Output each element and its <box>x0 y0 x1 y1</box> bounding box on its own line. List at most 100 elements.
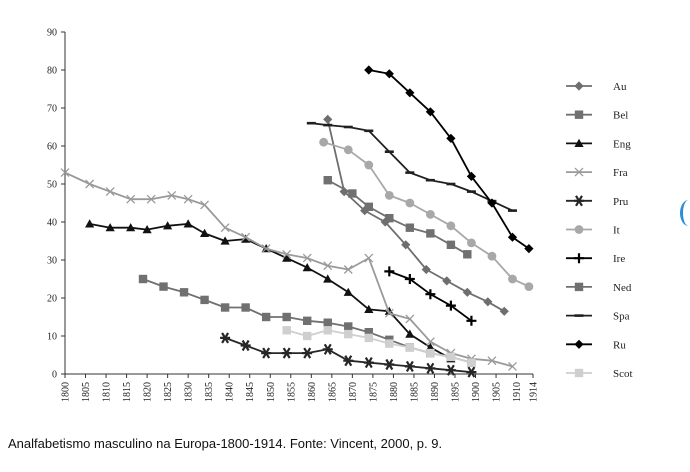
data-point-ire <box>404 274 415 284</box>
legend-marker-au <box>574 81 584 91</box>
legend-label-fra: Fra <box>613 167 628 179</box>
data-point-it <box>467 238 476 248</box>
x-tick-label: 1835 <box>204 382 215 402</box>
data-point-fra <box>167 190 177 200</box>
data-point-bel <box>405 223 415 232</box>
data-point-eng <box>142 225 152 234</box>
line-chart: 0 10 20 30 40 50 60 70 80 90 1800 1805 1810 1815 1820 1… <box>47 27 633 402</box>
data-point-ned <box>303 316 312 325</box>
data-point-fra <box>220 223 230 233</box>
data-point-fra <box>508 361 517 371</box>
data-point-pru <box>425 362 436 374</box>
y-tick-label: 10 <box>47 332 57 343</box>
data-point-fra <box>200 200 210 210</box>
legend-label-bel: Bel <box>613 110 628 122</box>
legend-marker-spa <box>574 314 584 317</box>
series-ire <box>384 266 477 326</box>
data-point-fra <box>105 187 115 197</box>
data-point-it <box>343 145 353 155</box>
data-point-scot <box>303 331 312 341</box>
x-tick-label: 1890 <box>430 382 441 402</box>
data-point-bel <box>426 229 435 238</box>
data-point-bel <box>385 214 394 223</box>
x-tick-label: 1810 <box>102 382 113 402</box>
data-point-ned <box>179 288 189 297</box>
legend-marker-ire <box>574 253 584 264</box>
data-point-ire <box>384 266 395 277</box>
data-point-pru <box>302 347 313 359</box>
x-tick-label: 1885 <box>409 382 420 402</box>
x-tick-label: 1825 <box>163 382 174 402</box>
x-tick-label: 1845 <box>245 382 256 402</box>
data-point-it <box>446 221 456 231</box>
x-tick-label: 1850 <box>266 382 277 402</box>
series-scot <box>282 326 476 367</box>
data-point-ire <box>466 315 477 326</box>
legend-item-scot: Scot <box>566 368 633 380</box>
data-point-spa <box>507 209 517 212</box>
y-tick-label: 60 <box>47 142 57 153</box>
data-point-fra <box>126 194 136 204</box>
data-point-bel <box>323 176 332 185</box>
data-point-spa <box>323 123 333 127</box>
legend-label-spa: Spa <box>613 311 630 323</box>
legend-label-pru: Pru <box>613 196 629 208</box>
data-point-pru <box>281 347 292 359</box>
x-tick-label: 1815 <box>122 382 133 402</box>
data-point-bel <box>463 250 472 259</box>
data-point-it <box>384 191 394 200</box>
data-point-eng <box>343 287 353 296</box>
legend-label-ru: Ru <box>613 339 626 351</box>
data-point-scot <box>364 333 373 343</box>
data-point-fra <box>60 168 70 178</box>
data-point-ire <box>425 289 436 300</box>
y-tick-label: 30 <box>47 256 57 267</box>
data-point-eng <box>302 263 312 272</box>
data-point-fra <box>146 194 156 204</box>
data-point-au <box>421 264 431 275</box>
legend-item-fra: Fra <box>566 167 628 179</box>
legend-marker-bel <box>574 110 584 119</box>
y-tick-label: 70 <box>47 104 57 115</box>
data-point-spa <box>446 182 456 186</box>
y-tick-label: 80 <box>47 66 57 77</box>
data-point-fra <box>85 179 95 189</box>
legend-marker-eng <box>574 138 584 147</box>
x-tick-label: 1895 <box>451 382 462 402</box>
legend-marker-scot <box>574 368 584 378</box>
data-point-ned <box>159 282 168 291</box>
data-point-fra <box>343 265 353 274</box>
data-point-eng <box>364 304 374 313</box>
data-point-eng <box>220 236 230 245</box>
legend-item-it: It <box>566 225 620 237</box>
data-point-pru <box>240 339 251 352</box>
legend-item-ru: Ru <box>566 339 626 351</box>
data-point-eng <box>183 219 193 228</box>
data-point-spa <box>306 121 316 125</box>
legend-label-ned: Ned <box>613 282 632 294</box>
data-point-scot <box>385 339 394 348</box>
data-point-ned <box>200 295 209 305</box>
x-tick-label: 1905 <box>492 382 503 402</box>
legend-label-eng: Eng <box>613 138 631 150</box>
legend-item-ned: Ned <box>566 282 632 294</box>
legend-item-spa: Spa <box>566 311 630 323</box>
data-point-ned <box>282 312 291 322</box>
data-point-ru <box>425 107 435 117</box>
legend-item-pru: Pru <box>566 195 629 208</box>
legend-item-bel: Bel <box>566 110 628 122</box>
data-point-fra <box>302 253 312 263</box>
series-fra <box>60 168 517 371</box>
series-line-au <box>326 119 505 313</box>
data-point-fra <box>425 337 435 347</box>
edge-bracket-icon <box>680 200 690 226</box>
data-point-it <box>487 251 497 261</box>
data-point-it <box>405 198 415 208</box>
data-point-scot <box>323 326 332 335</box>
data-point-it <box>425 210 435 219</box>
data-point-scot <box>344 329 353 339</box>
data-point-spa <box>405 171 415 174</box>
data-point-ru <box>405 88 415 98</box>
legend-label-scot: Scot <box>613 368 633 380</box>
data-point-eng <box>282 253 292 262</box>
